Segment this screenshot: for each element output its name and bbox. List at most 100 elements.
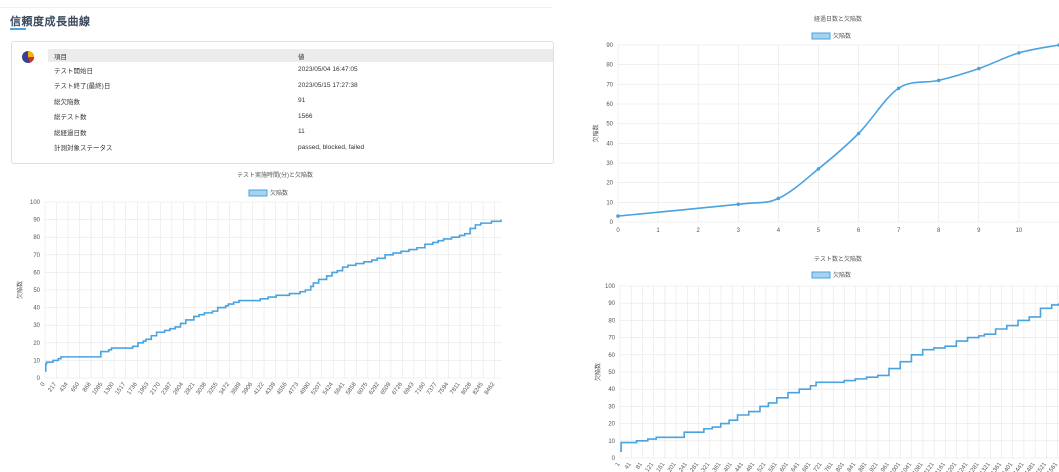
y-tick-label: 100 [605, 284, 616, 290]
data-point [816, 167, 821, 171]
x-tick-label: 1953 [138, 381, 151, 396]
y-tick-label: 0 [610, 220, 614, 226]
x-tick-label: 5858 [345, 381, 358, 396]
x-tick-label: 841 [847, 461, 858, 472]
x-tick-label: 321 [701, 461, 712, 472]
x-tick-label: 8 [937, 228, 941, 234]
x-tick-label: 5 [817, 228, 821, 234]
y-tick-label: 90 [33, 218, 40, 224]
x-tick-label: 1321 [979, 461, 992, 472]
x-tick-label: 8462 [484, 381, 497, 396]
y-tick-label: 30 [606, 161, 613, 167]
x-tick-label: 81 [635, 461, 644, 470]
page-title: 信頼度成長曲線 [10, 16, 91, 28]
x-tick-label: 9 [977, 228, 981, 234]
x-tick-label: 721 [813, 461, 824, 472]
x-tick-label: 121 [645, 461, 656, 472]
y-axis-label: 欠陥数 [594, 363, 602, 381]
legend-swatch [811, 271, 831, 279]
row-value: 2023/05/15 17:27:38 [298, 81, 358, 89]
x-tick-label: 2604 [172, 381, 185, 396]
y-tick-label: 10 [608, 439, 615, 445]
row-value: 2023/05/04 16:47:05 [298, 66, 358, 74]
x-tick-label: 7594 [438, 381, 451, 396]
x-tick-label: 8245 [472, 381, 485, 396]
y-tick-label: 40 [608, 387, 615, 393]
y-tick-label: 50 [608, 370, 615, 376]
x-tick-label: 401 [723, 461, 734, 472]
x-tick-label: 881 [858, 461, 869, 472]
title-underline [10, 28, 26, 30]
x-tick-label: 801 [835, 461, 846, 472]
row-value: 11 [298, 128, 305, 136]
y-tick-label: 20 [606, 181, 613, 187]
x-tick-label: 7160 [415, 381, 428, 396]
x-tick-label: 4122 [253, 381, 266, 396]
x-tick-label: 4 [777, 228, 781, 234]
y-tick-label: 30 [33, 323, 40, 329]
y-tick-label: 0 [37, 376, 41, 382]
x-tick-label: 868 [82, 381, 93, 393]
y-tick-label: 40 [606, 141, 613, 147]
x-tick-label: 1441 [1013, 461, 1026, 472]
y-tick-label: 90 [606, 43, 613, 49]
x-tick-label: 4773 [288, 381, 301, 396]
x-tick-label: 1300 [103, 381, 116, 396]
x-tick-label: 6292 [368, 381, 381, 396]
table-row: 計測対象ステータス passed, blocked, failed [48, 140, 553, 156]
x-tick-label: 641 [791, 461, 802, 472]
x-tick-label: 7 [897, 228, 901, 234]
x-tick-label: 650 [71, 381, 82, 393]
legend-swatch [248, 189, 268, 197]
x-tick-label: 1201 [946, 461, 959, 472]
x-tick-label: 3255 [207, 381, 220, 396]
row-label: 総経過日数 [54, 129, 87, 137]
x-tick-label: 601 [779, 461, 790, 472]
x-tick-label: 10 [1016, 228, 1023, 234]
data-point [977, 66, 981, 71]
chart-title: 経過日数と欠陥数 [814, 15, 862, 23]
table-row: 総テスト数 1566 [48, 109, 553, 125]
legend-label: 欠陥数 [833, 32, 851, 40]
y-tick-label: 70 [608, 336, 615, 342]
row-value: passed, blocked, failed [298, 143, 365, 151]
x-tick-label: 4339 [265, 381, 278, 396]
summary-table: 項目 値 テスト開始日 2023/05/04 16:47:05 テスト終了(最終… [48, 49, 553, 155]
x-tick-label: 1561 [1047, 461, 1059, 472]
x-tick-label: 201 [667, 461, 678, 472]
x-tick-label: 0 [616, 228, 620, 234]
x-tick-label: 6 [857, 228, 861, 234]
y-tick-label: 50 [33, 288, 40, 294]
x-tick-label: 3906 [242, 381, 255, 396]
y-tick-label: 60 [608, 353, 615, 359]
x-tick-label: 5424 [322, 381, 335, 396]
y-tick-label: 40 [33, 306, 40, 312]
x-tick-label: 4556 [276, 381, 289, 396]
row-label: テスト開始日 [54, 67, 93, 75]
table-row: 総経過日数 11 [48, 124, 553, 140]
legend-swatch [811, 32, 831, 40]
x-tick-label: 6726 [391, 381, 404, 396]
x-tick-label: 681 [802, 461, 813, 472]
x-tick-label: 561 [768, 461, 779, 472]
row-value: 91 [298, 97, 306, 105]
data-point [856, 131, 861, 136]
x-tick-label: 7811 [449, 381, 462, 396]
series-line-defects [617, 44, 1059, 217]
x-tick-label: 1085 [92, 381, 105, 396]
x-tick-label: 1041 [901, 461, 914, 472]
y-axis-label: 欠陥数 [16, 281, 24, 299]
x-tick-label: 1121 [923, 461, 936, 472]
row-label: 総欠陥数 [54, 98, 80, 106]
data-point [736, 202, 741, 207]
y-tick-label: 70 [606, 82, 613, 88]
x-tick-label: 434 [59, 381, 70, 393]
data-point [1017, 51, 1021, 55]
x-tick-label: 1081 [912, 461, 925, 472]
y-tick-label: 30 [608, 404, 615, 410]
table-header-row: 項目 値 [48, 49, 553, 62]
data-point [896, 86, 901, 91]
